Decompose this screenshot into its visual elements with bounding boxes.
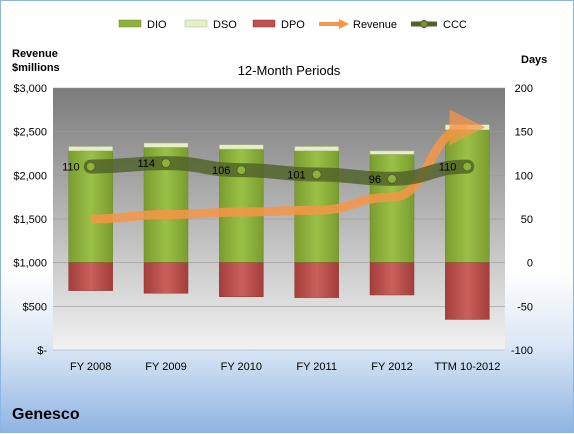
legend-item-ccc: CCC bbox=[411, 19, 467, 31]
legend: DIO DSO DPO Revenue CCC bbox=[118, 19, 467, 31]
left-axis-ticks: $- $500 $1,000 $1,500 $2,000 $2,500 $3,000 bbox=[13, 83, 47, 357]
right-tick-label: 0 bbox=[527, 258, 533, 270]
bar-dpo bbox=[294, 262, 339, 298]
bar-dso bbox=[294, 146, 339, 152]
ccc-point bbox=[387, 173, 397, 184]
bar-dio bbox=[445, 129, 490, 263]
right-tick-label: 150 bbox=[515, 127, 533, 139]
legend-label-dso: DSO bbox=[213, 19, 237, 31]
right-axis-title: Days bbox=[521, 54, 547, 66]
legend-item-dso: DSO bbox=[184, 19, 237, 31]
ccc-point bbox=[161, 158, 171, 169]
legend-item-dpo: DPO bbox=[252, 19, 305, 31]
right-tick-label: 50 bbox=[521, 214, 533, 226]
ccc-point bbox=[236, 165, 247, 176]
right-tick-label: 100 bbox=[515, 170, 533, 182]
legend-swatch-dso bbox=[184, 19, 208, 28]
ccc-point bbox=[85, 161, 96, 172]
legend-label-revenue: Revenue bbox=[353, 19, 397, 31]
right-tick-label: -100 bbox=[511, 345, 533, 357]
ccc-data-label: 101 bbox=[287, 169, 305, 181]
left-axis-title-line2: $millions bbox=[12, 62, 60, 74]
bar-dio bbox=[369, 154, 415, 263]
ccc-point bbox=[311, 169, 322, 180]
x-tick-label: FY 2008 bbox=[70, 361, 111, 373]
legend-item-dio: DIO bbox=[118, 19, 167, 31]
ccc-series: 110 114 106 101 96 110 bbox=[62, 156, 475, 186]
bar-dpo bbox=[219, 262, 264, 297]
left-axis-title-line1: Revenue bbox=[12, 48, 58, 60]
ccc-data-label: 110 bbox=[439, 162, 457, 174]
bar-dpo bbox=[369, 262, 415, 296]
left-tick-label: $500 bbox=[23, 301, 47, 313]
legend-arrow-revenue bbox=[339, 19, 349, 29]
legend-swatch-dio bbox=[118, 19, 142, 28]
company-name: Genesco bbox=[12, 406, 80, 423]
ccc-data-label: 114 bbox=[137, 158, 155, 170]
bar-dso bbox=[219, 144, 264, 150]
ccc-data-label: 106 bbox=[212, 165, 230, 177]
legend-label-dpo: DPO bbox=[281, 19, 305, 31]
x-tick-label: FY 2010 bbox=[221, 361, 262, 373]
bar-dso bbox=[68, 146, 113, 152]
ccc-line bbox=[83, 156, 475, 186]
ccc-point bbox=[462, 161, 473, 172]
left-tick-label: $2,500 bbox=[13, 127, 47, 139]
bar-dpo bbox=[143, 262, 189, 294]
legend-label-ccc: CCC bbox=[443, 19, 467, 31]
legend-item-revenue: Revenue bbox=[319, 19, 397, 31]
x-axis-labels: FY 2008 FY 2009 FY 2010 FY 2011 FY 2012 TTM 1… bbox=[70, 361, 500, 373]
left-tick-label: $3,000 bbox=[13, 83, 47, 95]
bar-dpo bbox=[445, 262, 490, 320]
bar-dso bbox=[143, 142, 189, 148]
right-axis-ticks: -100 -50 0 50 100 150 200 bbox=[511, 83, 533, 357]
x-tick-label: TTM 10-2012 bbox=[434, 361, 500, 373]
ccc-data-label: 96 bbox=[369, 174, 381, 186]
legend-swatch-dpo bbox=[252, 19, 276, 28]
ccc-data-label: 110 bbox=[62, 162, 80, 174]
legend-label-dio: DIO bbox=[147, 19, 167, 31]
right-tick-label: 200 bbox=[515, 83, 533, 95]
x-tick-label: FY 2009 bbox=[145, 361, 186, 373]
right-tick-label: -50 bbox=[517, 301, 533, 313]
x-tick-label: FY 2012 bbox=[371, 361, 412, 373]
left-tick-label: $2,000 bbox=[13, 170, 47, 182]
legend-marker-ccc bbox=[420, 20, 428, 28]
chart-title: 12-Month Periods bbox=[238, 63, 341, 78]
x-tick-label: FY 2011 bbox=[296, 361, 337, 373]
left-tick-label: $1,500 bbox=[13, 214, 47, 226]
bar-dso bbox=[369, 150, 415, 155]
bar-dpo bbox=[68, 262, 113, 291]
left-tick-label: $1,000 bbox=[13, 258, 47, 270]
left-tick-label: $- bbox=[37, 345, 47, 357]
